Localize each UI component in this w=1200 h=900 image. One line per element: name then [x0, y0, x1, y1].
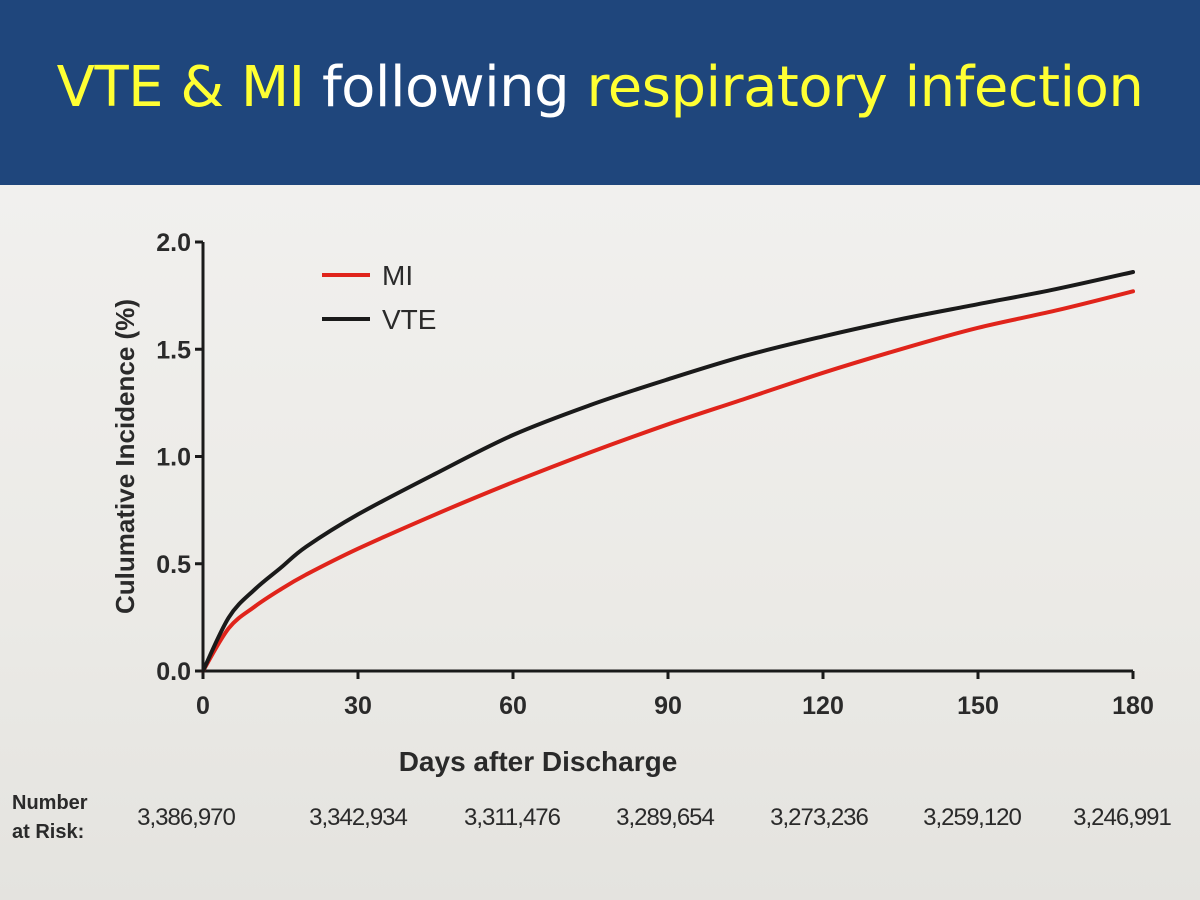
y-tick-label: 0.0: [156, 658, 191, 686]
x-tick-label: 120: [802, 692, 844, 720]
y-tick-label: 2.0: [156, 229, 191, 257]
at-risk-value: 3,259,120: [923, 804, 1021, 831]
legend-label-vte: VTE: [382, 304, 436, 335]
x-tick-label: 60: [499, 692, 527, 720]
at-risk-value: 3,289,654: [616, 804, 714, 831]
slide-title: VTE & MI following respiratory infection: [0, 52, 1200, 124]
title-banner: VTE & MI following respiratory infection: [0, 0, 1200, 185]
x-tick-label: 0: [196, 692, 210, 720]
at-risk-value: 3,311,476: [464, 804, 561, 831]
title-part-1: VTE & MI: [56, 55, 306, 120]
x-tick-label: 90: [654, 692, 682, 720]
series-line-mi: [201, 289, 1135, 673]
title-part-3: respiratory infection: [586, 55, 1144, 120]
at-risk-label: at Risk:: [12, 821, 84, 843]
series-line-vte: [201, 270, 1135, 673]
at-risk-value: 3,246,991: [1073, 804, 1171, 831]
at-risk-value: 3,273,236: [770, 804, 868, 831]
x-axis-label: Days after Discharge: [399, 746, 678, 777]
at-risk-value: 3,342,934: [309, 804, 407, 831]
title-part-2: following: [304, 55, 587, 120]
at-risk-label: Number: [12, 792, 88, 814]
y-tick-label: 1.0: [156, 444, 191, 472]
x-tick-label: 30: [344, 692, 372, 720]
y-axis-label: Culumative Incidence (%): [110, 299, 140, 614]
y-tick-label: 1.5: [156, 336, 191, 364]
x-tick-label: 180: [1112, 692, 1154, 720]
chart-photo: 0.0 0.5 1.0 1.5 2.0 0 30 60 90 120 150 180 Days afte…: [0, 185, 1200, 900]
x-tick-label: 150: [957, 692, 999, 720]
y-tick-label: 0.5: [156, 551, 191, 579]
incidence-chart: 0.0 0.5 1.0 1.5 2.0 0 30 60 90 120 150 180 Days afte…: [12, 229, 1173, 843]
at-risk-value: 3,386,970: [137, 804, 235, 831]
legend-label-mi: MI: [382, 260, 413, 291]
